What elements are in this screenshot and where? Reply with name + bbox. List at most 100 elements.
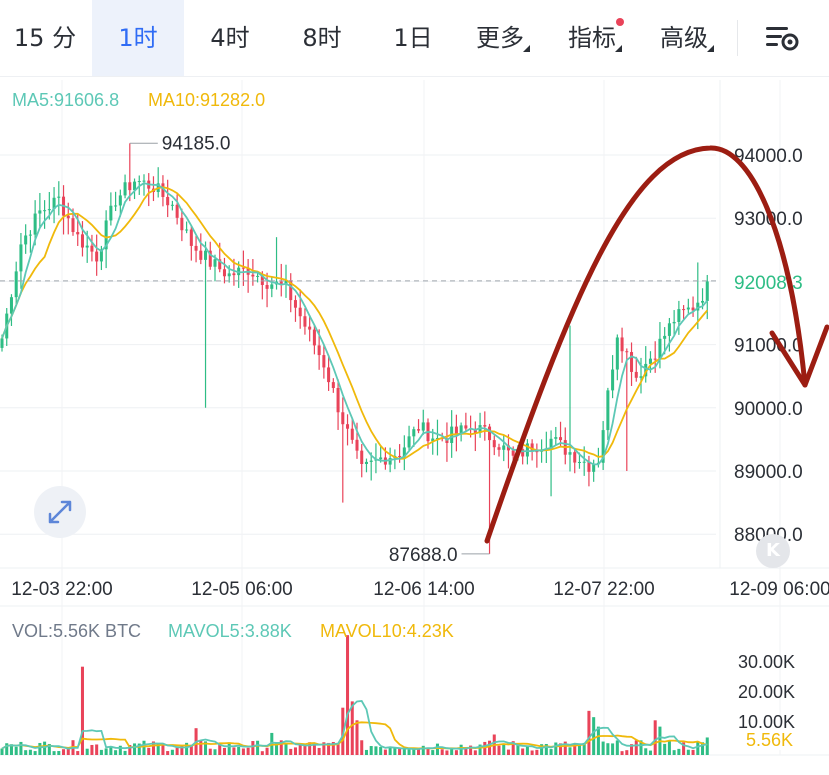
candle-body xyxy=(194,245,198,251)
candle-body xyxy=(104,220,108,250)
candle-body xyxy=(648,358,652,364)
volume-bar xyxy=(185,742,189,755)
volume-bar xyxy=(180,745,184,755)
volume-bar xyxy=(151,741,155,755)
volume-bar xyxy=(232,747,236,755)
tab-4h[interactable]: 4时 xyxy=(184,0,276,76)
volume-bar xyxy=(109,745,113,755)
candle-body xyxy=(686,307,690,310)
candle-body xyxy=(317,345,321,356)
volume-bar xyxy=(639,740,643,755)
tab-label: 更多 xyxy=(476,24,524,52)
candle-body xyxy=(488,426,492,441)
volume-bar xyxy=(312,745,316,755)
volume-bar xyxy=(601,741,605,755)
candle-body xyxy=(459,425,463,434)
candle-body xyxy=(497,447,501,450)
volume-bar xyxy=(14,746,18,755)
candle-body xyxy=(175,204,179,218)
volume-bar xyxy=(582,742,586,755)
candle-body xyxy=(407,436,411,448)
volume-bar xyxy=(473,750,477,755)
volume-bar xyxy=(544,743,548,755)
candle-body xyxy=(14,271,18,298)
chart-settings-icon[interactable] xyxy=(762,22,802,54)
volume-bar xyxy=(222,747,226,755)
volume-bar xyxy=(535,749,539,755)
volume-bar xyxy=(450,749,454,755)
price-tick-label: 89000.0 xyxy=(734,462,803,483)
volume-bar xyxy=(52,751,56,755)
volume-bar xyxy=(705,737,709,755)
candle-body xyxy=(644,363,648,377)
volume-bar xyxy=(275,742,279,755)
candle-body xyxy=(677,309,681,322)
candle-body xyxy=(33,213,37,235)
candle-body xyxy=(118,195,122,206)
candle-body xyxy=(28,234,32,236)
candle-body xyxy=(123,182,127,196)
candle-body xyxy=(464,425,468,429)
volume-bar xyxy=(644,748,648,755)
candle-body xyxy=(66,215,70,219)
volume-bar xyxy=(246,747,250,755)
expand-icon[interactable] xyxy=(34,486,86,538)
volume-bar xyxy=(516,745,520,755)
candle-body xyxy=(71,218,75,233)
mavol10-indicator: MAVOL10:4.23K xyxy=(320,621,454,641)
tab-advanced[interactable]: 高级 xyxy=(656,0,714,76)
tab-15m[interactable]: 15 分 xyxy=(0,0,90,76)
volume-bar xyxy=(506,749,510,755)
volume-bar xyxy=(128,744,132,755)
candle-body xyxy=(620,337,624,352)
volume-bar xyxy=(156,743,160,755)
tab-label: 4时 xyxy=(210,24,250,52)
volume-bar xyxy=(435,743,439,755)
tab-1h[interactable]: 1时 xyxy=(92,0,184,76)
volume-bar xyxy=(142,740,146,755)
volume-bar xyxy=(289,748,293,755)
tab-more[interactable]: 更多 xyxy=(472,0,530,76)
volume-bar xyxy=(66,747,70,755)
candle-body xyxy=(241,267,245,269)
tab-indicators[interactable]: 指标 xyxy=(564,0,624,76)
volume-bar xyxy=(213,749,217,755)
candle-body xyxy=(189,229,193,246)
volume-bar xyxy=(407,749,411,755)
volume-bar xyxy=(114,750,118,755)
candle-body xyxy=(90,245,94,252)
candle-body xyxy=(128,182,132,191)
candle-body xyxy=(577,461,581,463)
candle-body xyxy=(336,388,340,413)
candle-body xyxy=(506,445,510,451)
candle-body xyxy=(322,355,326,368)
candle-body xyxy=(355,439,359,451)
tab-8h[interactable]: 8时 xyxy=(276,0,368,76)
volume-bar xyxy=(303,745,307,755)
volume-bar xyxy=(488,740,492,755)
candle-body xyxy=(653,358,657,360)
volume-bar xyxy=(672,750,676,755)
candle-body xyxy=(398,455,402,457)
candle-body xyxy=(133,181,137,191)
candle-body xyxy=(331,382,335,389)
k-badge-icon[interactable]: K xyxy=(756,534,790,568)
candle-body xyxy=(142,180,146,182)
volume-bar xyxy=(540,744,544,755)
price-tick-label: 91000.0 xyxy=(734,336,803,357)
volume-bar xyxy=(563,741,567,755)
tab-label: 高级 xyxy=(660,24,708,52)
candle-body xyxy=(213,259,217,267)
volume-bar xyxy=(9,744,13,755)
volume-bar xyxy=(577,744,581,755)
candle-body xyxy=(76,232,80,235)
volume-bar xyxy=(653,720,657,755)
tab-label: 1日 xyxy=(393,24,433,52)
ma10-line xyxy=(1,186,708,460)
tab-1d[interactable]: 1日 xyxy=(368,0,458,76)
candle-body xyxy=(57,196,61,198)
candle-body xyxy=(279,281,283,284)
vol-indicator: VOL:5.56K BTC xyxy=(12,621,141,641)
volume-bar xyxy=(38,742,42,755)
